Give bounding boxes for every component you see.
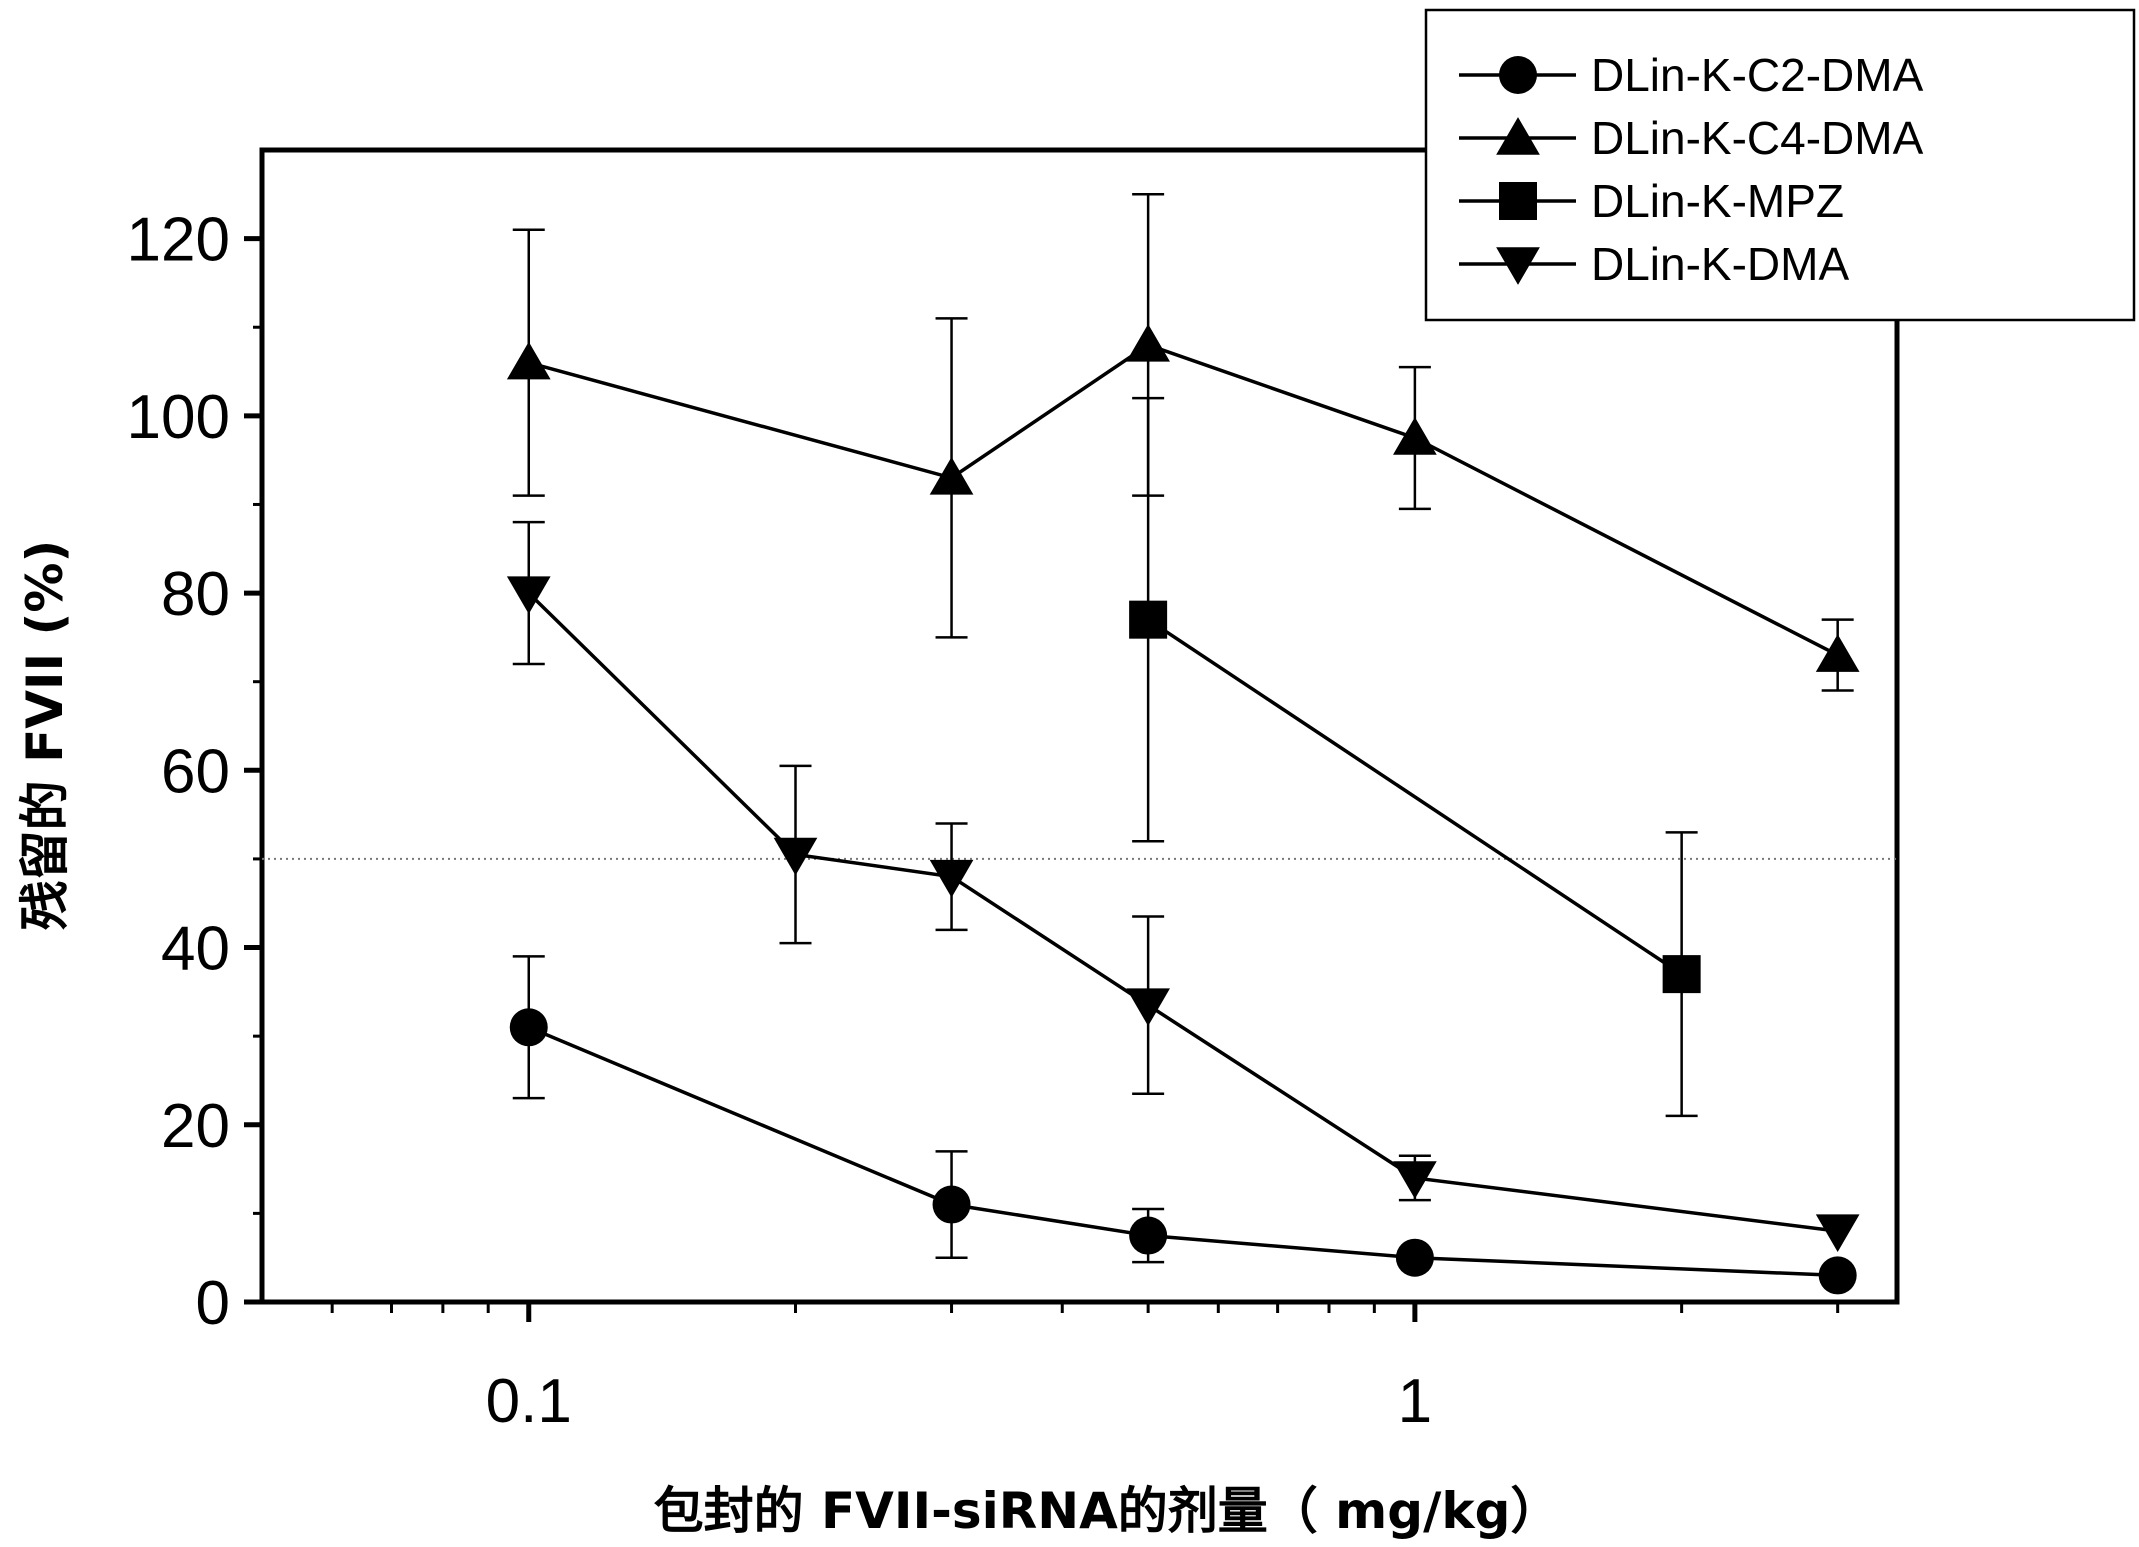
- x-tick-label: 1: [1398, 1367, 1432, 1436]
- y-tick-label: 100: [127, 383, 230, 452]
- triangle-up-marker: [1816, 634, 1860, 672]
- circle-marker: [510, 1008, 548, 1046]
- square-marker: [1663, 955, 1701, 993]
- circle-marker: [1396, 1239, 1434, 1277]
- y-tick-label: 0: [196, 1269, 230, 1338]
- triangle-down-marker: [930, 860, 974, 898]
- x-tick-label: 0.1: [486, 1367, 572, 1436]
- x-axis-title: 包封的 FVII-siRNA的剂量（ mg/kg）: [654, 1482, 1561, 1540]
- square-marker: [1499, 182, 1537, 220]
- legend-label: DLin-K-C4-DMA: [1591, 112, 1924, 164]
- triangle-down-marker: [1126, 988, 1170, 1026]
- legend-item: DLin-K-MPZ: [1459, 175, 1844, 227]
- square-marker: [1129, 601, 1167, 639]
- y-tick-label: 40: [161, 915, 230, 984]
- legend-label: DLin-K-DMA: [1591, 238, 1849, 290]
- legend-label: DLin-K-MPZ: [1591, 175, 1844, 227]
- series-dlin-k-c2-dma: [510, 956, 1857, 1294]
- legend: DLin-K-C2-DMA DLin-K-C4-DMA DLin-K-MPZ DLin…: [1426, 10, 2134, 320]
- triangle-down-marker: [1816, 1214, 1860, 1252]
- series-line: [529, 593, 1838, 1231]
- triangle-up-marker: [507, 342, 551, 380]
- series-line: [1148, 620, 1682, 974]
- circle-marker: [1499, 56, 1537, 94]
- plot-area-border: [262, 150, 1897, 1302]
- circle-marker: [1819, 1256, 1857, 1294]
- y-axis-title: 残留的 FVII (%): [16, 540, 74, 931]
- y-tick-label: 60: [161, 737, 230, 806]
- series-line: [529, 1027, 1838, 1275]
- series-layer: [507, 194, 1860, 1294]
- y-tick-label: 120: [127, 206, 230, 275]
- series-dlin-k-dma: [507, 522, 1860, 1252]
- triangle-up-marker: [1393, 417, 1437, 455]
- y-tick-label: 80: [161, 560, 230, 629]
- plot-frame: [262, 150, 1897, 1302]
- circle-marker: [1129, 1217, 1167, 1255]
- circle-marker: [933, 1186, 971, 1224]
- triangle-up-marker: [1126, 324, 1170, 362]
- triangle-up-marker: [930, 457, 974, 495]
- axes-layer: 0 20 40 60 80 100 120 0.1 1: [127, 206, 1838, 1436]
- legend-label: DLin-K-C2-DMA: [1591, 49, 1924, 101]
- y-tick-label: 20: [161, 1092, 230, 1161]
- series-line: [529, 345, 1838, 655]
